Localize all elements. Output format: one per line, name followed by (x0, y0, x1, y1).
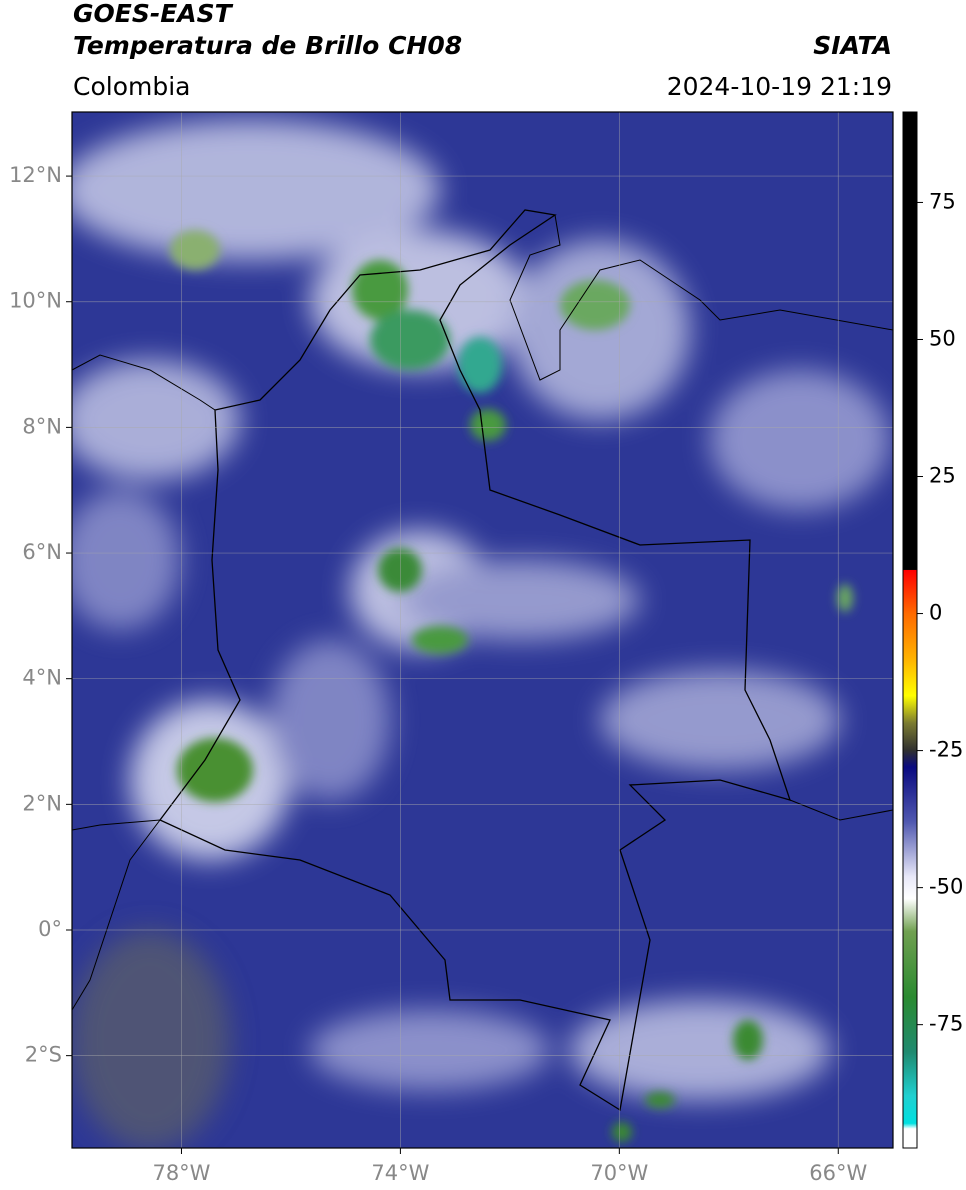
y-tick-label: 2°S (25, 1043, 62, 1067)
colorbar-tick-label: -25 (929, 738, 963, 762)
x-tick-label: 66°W (809, 1161, 867, 1185)
y-tick-label: 10°N (9, 289, 62, 313)
y-tick-label: 0° (38, 917, 62, 941)
y-tick-label: 8°N (22, 414, 62, 438)
x-tick-label: 70°W (590, 1161, 648, 1185)
grid (72, 112, 893, 1148)
source: SIATA (813, 31, 892, 60)
y-tick-label: 2°N (22, 791, 62, 815)
x-tick-label: 74°W (371, 1161, 429, 1185)
map-frame (71, 111, 894, 1149)
x-tick-label: 78°W (152, 1161, 210, 1185)
colorbar (903, 112, 917, 1148)
y-tick-label: 4°N (22, 666, 62, 690)
colorbar-frame (902, 111, 918, 1149)
colorbar-tick-label: -75 (929, 1012, 963, 1036)
subtitle: Temperatura de Brillo CH08 (73, 31, 462, 60)
title: GOES-EAST (73, 0, 234, 28)
y-tick-label: 6°N (22, 540, 62, 564)
colorbar-tick-label: 25 (929, 464, 956, 488)
satellite-image (72, 112, 893, 1148)
colorbar-tick-label: -50 (929, 875, 963, 899)
colorbar-tick-label: 0 (929, 601, 942, 625)
timestamp: 2024-10-19 21:19 (667, 72, 892, 101)
colorbar-tick-label: 50 (929, 326, 956, 350)
region: Colombia (73, 72, 190, 101)
colorbar-tick-label: 75 (929, 189, 956, 213)
y-tick-label: 12°N (9, 163, 62, 187)
